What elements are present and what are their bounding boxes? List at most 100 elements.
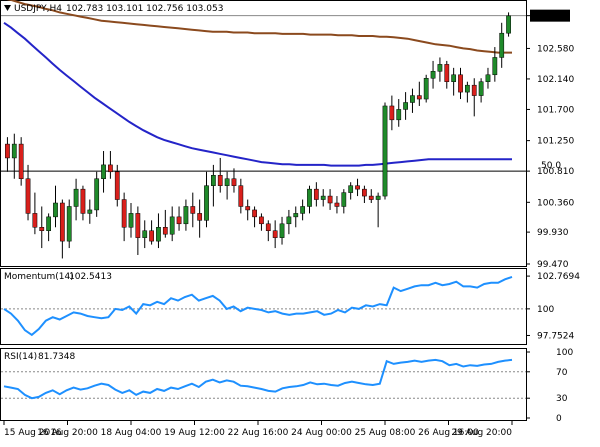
momentum-title: Momentum(14) — [4, 272, 74, 282]
bull-candle — [66, 206, 72, 242]
bear-candle — [197, 213, 203, 221]
bear-candle — [259, 216, 264, 225]
bull-candle — [410, 95, 415, 103]
bear-candle — [149, 230, 154, 242]
ohlc-readout: 102.783 103.101 102.756 103.053 — [66, 4, 223, 14]
bear-candle — [313, 188, 319, 200]
rsi-tick-label: 0 — [556, 414, 562, 424]
bear-candle — [334, 202, 340, 207]
bear-candle — [39, 227, 45, 231]
bull-candle — [506, 15, 511, 34]
ma-slow-line — [6, 0, 512, 54]
bull-candle — [348, 185, 354, 193]
price-tick-label: 100.810 — [537, 167, 574, 177]
current-price-badge — [530, 9, 570, 22]
bull-candle — [320, 195, 326, 200]
bull-candle — [403, 102, 408, 110]
bear-candle — [231, 178, 237, 186]
bull-candle — [224, 178, 230, 186]
bull-candle — [382, 105, 388, 197]
bull-candle — [142, 230, 148, 238]
bear-candle — [416, 95, 422, 100]
bull-candle — [375, 195, 381, 200]
bear-candle — [362, 188, 367, 197]
bull-candle — [437, 64, 443, 72]
bear-candle — [444, 64, 450, 82]
bull-candle — [279, 223, 285, 238]
bull-candle — [300, 206, 305, 214]
collapse-triangle-icon[interactable] — [4, 5, 11, 11]
bear-candle — [368, 195, 374, 200]
bear-candle — [176, 216, 182, 225]
bull-candle — [46, 216, 51, 231]
price-tick-label: 102.140 — [537, 75, 574, 85]
bull-candle — [499, 32, 505, 58]
bear-candle — [121, 199, 127, 228]
bear-candle — [471, 84, 477, 96]
bull-candle — [11, 143, 17, 159]
bull-candle — [293, 213, 299, 218]
bull-candle — [396, 109, 402, 121]
time-tick-label: 29 Aug 20:00 — [451, 428, 512, 438]
bear-candle — [80, 188, 86, 214]
bull-candle — [169, 216, 175, 235]
price-tick-label: 99.930 — [537, 228, 569, 238]
bear-candle — [217, 175, 223, 186]
bear-candle — [162, 227, 168, 235]
momentum-tick-label: 102.7694 — [537, 272, 580, 282]
time-tick-label: 16 Aug 20:00 — [37, 428, 98, 438]
rsi-line — [3, 358, 513, 400]
bull-candle — [94, 178, 100, 211]
bull-candle — [87, 209, 93, 214]
bull-candle — [286, 216, 292, 225]
momentum-line — [3, 275, 513, 337]
momentum-value: 102.5413 — [69, 272, 112, 282]
price-tick-label: 101.250 — [537, 137, 574, 147]
rsi-panel: 100 70 30 0 — [1, 348, 573, 424]
level-line-label: 50.0 — [541, 161, 561, 171]
bull-candle — [53, 202, 58, 218]
bull-candle — [204, 185, 209, 221]
bull-candle — [128, 213, 134, 228]
ma-fast-line — [3, 21, 512, 167]
bear-candle — [389, 105, 395, 121]
bull-candle — [156, 227, 161, 242]
bull-candle — [451, 74, 457, 82]
time-tick-label: 18 Aug 04:00 — [101, 428, 162, 438]
price-panel: 50.0 103.053 102.580 102.140 101.700 101.250 1… — [1, 0, 574, 270]
bear-candle — [59, 202, 65, 242]
bull-candle — [341, 192, 347, 207]
bear-candle — [272, 230, 278, 238]
bull-candle — [465, 84, 470, 93]
momentum-tick-label: 100 — [537, 305, 554, 315]
bull-candle — [492, 57, 498, 76]
bear-candle — [18, 143, 24, 179]
bear-candle — [252, 209, 257, 218]
rsi-panel-frame — [0, 348, 527, 421]
bull-candle — [430, 71, 436, 79]
time-tick-label: 15 Aug 2016 — [4, 428, 62, 438]
bull-candle — [101, 164, 106, 179]
bull-candle — [183, 206, 189, 225]
bull-candle — [478, 81, 484, 96]
bear-candle — [458, 74, 463, 93]
rsi-value: 81.7348 — [38, 352, 75, 362]
momentum-panel: 102.7694 100 97.7524 — [1, 272, 580, 341]
bear-candle — [245, 206, 251, 211]
bear-candle — [108, 164, 113, 173]
rsi-title: RSI(14) — [4, 352, 37, 362]
bull-candle — [307, 188, 312, 207]
price-tick-label: 102.580 — [537, 44, 574, 54]
bull-candle — [485, 74, 491, 82]
time-tick-label: 22 Aug 16:00 — [228, 428, 289, 438]
price-tick-label: 101.700 — [537, 105, 574, 115]
bear-candle — [32, 213, 38, 228]
momentum-tick-label: 97.7524 — [537, 331, 574, 341]
bull-candle — [211, 175, 216, 186]
time-tick-label: 19 Aug 12:00 — [164, 428, 225, 438]
time-tick-label: 25 Aug 08:00 — [355, 428, 416, 438]
rsi-tick-label: 30 — [556, 394, 568, 404]
bear-candle — [265, 223, 271, 231]
